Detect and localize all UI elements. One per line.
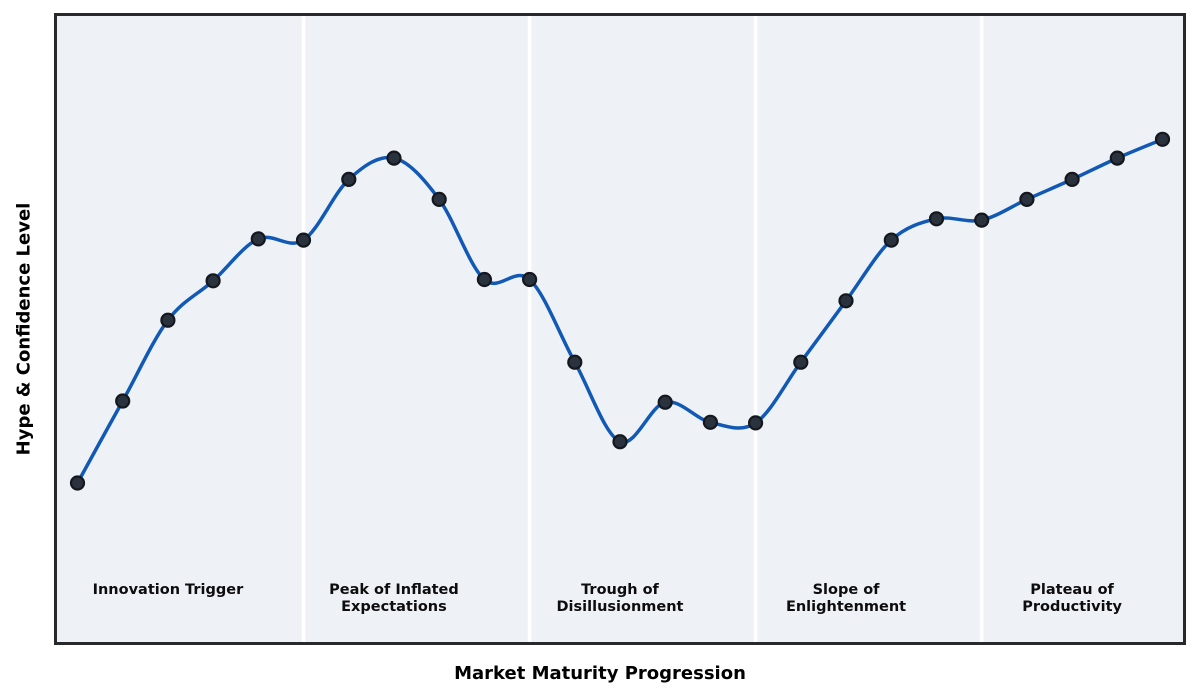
- phase-label-line: Plateau of: [1030, 582, 1114, 598]
- phase-label-line: Productivity: [1022, 598, 1122, 615]
- phase-label-line: Peak of Inflated: [329, 582, 459, 598]
- plot-area: [54, 13, 1186, 645]
- phase-label: Plateau of Productivity: [1022, 582, 1122, 615]
- phase-label-line: Trough of: [581, 582, 659, 598]
- phase-label-line: Slope of: [812, 582, 880, 598]
- phase-label: Peak of Inflated Expectations: [329, 582, 459, 615]
- phase-label-line: Expectations: [341, 598, 447, 615]
- phase-label-line: Disillusionment: [556, 598, 684, 615]
- phase-label: Innovation Trigger: [93, 582, 244, 599]
- x-axis-label: Market Maturity Progression: [454, 663, 746, 684]
- y-axis-label: Hype & Confidence Level: [13, 202, 35, 456]
- phase-label: Trough of Disillusionment: [557, 582, 684, 615]
- phase-label-line: Enlightenment: [785, 598, 907, 615]
- phase-label: Slope of Enlightenment: [786, 582, 906, 615]
- phase-label-line: Innovation Trigger: [92, 582, 244, 598]
